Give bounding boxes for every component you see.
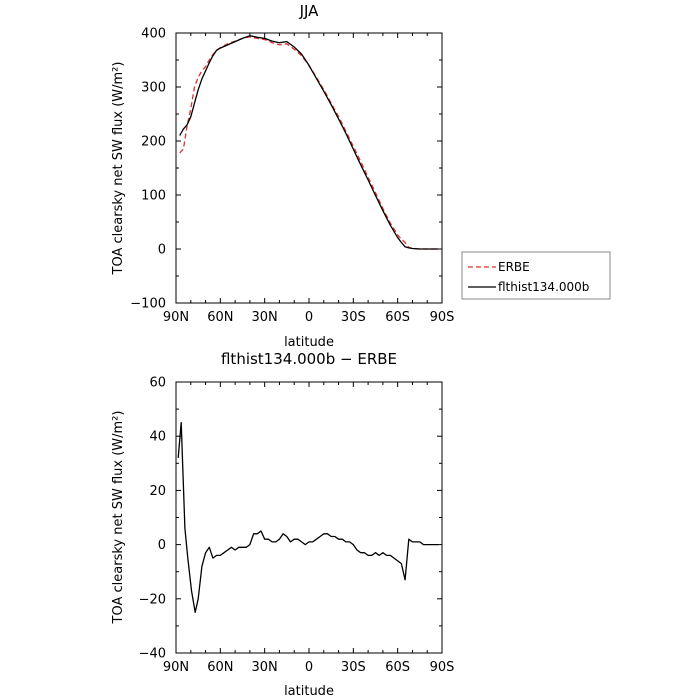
top-y-tick-label: 100 <box>141 189 166 204</box>
bottom-x-tick-label: 60N <box>207 660 233 675</box>
top-chart-x-tick-labels: 90N 60N 30N 0 30S 60S 90S <box>163 310 455 325</box>
top-y-tick-label: 400 <box>141 27 166 42</box>
bottom-chart-series <box>177 421 439 614</box>
top-x-tick-label: 30S <box>341 310 366 325</box>
top-x-tick-label: 60S <box>385 310 410 325</box>
bottom-chart-title: flthist134.000b − ERBE <box>221 350 397 368</box>
top-chart-ticks <box>175 32 443 304</box>
top-chart-frame <box>175 32 443 304</box>
bottom-chart-ticks <box>175 381 443 654</box>
top-x-tick-label: 30N <box>252 310 278 325</box>
bottom-y-tick-label: −20 <box>139 592 166 607</box>
bottom-x-tick-label: 30N <box>252 660 278 675</box>
top-y-tick-label: −100 <box>130 297 166 312</box>
top-y-tick-label: 0 <box>158 243 166 258</box>
top-chart-x-axis-label: latitude <box>284 335 334 350</box>
top-y-tick-label: 300 <box>141 81 166 96</box>
bottom-x-tick-label: 0 <box>305 660 313 675</box>
legend-box <box>461 251 611 300</box>
bottom-chart-frame <box>175 381 443 654</box>
top-series-line-0 <box>179 36 439 250</box>
bottom-y-tick-label: 60 <box>149 376 166 391</box>
bottom-chart-y-axis-label: TOA clearsky net SW flux (W/m²) <box>111 411 126 625</box>
bottom-y-tick-label: −40 <box>139 647 166 662</box>
bottom-y-tick-label: 20 <box>149 484 166 499</box>
top-x-tick-label: 60N <box>207 310 233 325</box>
bottom-chart-x-axis-label: latitude <box>284 684 334 699</box>
bottom-y-tick-label: 40 <box>149 430 166 445</box>
top-chart-series <box>179 35 439 250</box>
top-chart-title: JJA <box>299 2 320 20</box>
bottom-y-tick-label: 0 <box>158 538 166 553</box>
top-x-tick-label: 0 <box>305 310 313 325</box>
bottom-x-tick-label: 60S <box>385 660 410 675</box>
legend: ERBE flthist134.000b <box>461 251 611 300</box>
top-y-tick-label: 200 <box>141 135 166 150</box>
bottom-series-line-0 <box>177 421 439 614</box>
top-series-line-1 <box>179 35 439 250</box>
bottom-chart: flthist134.000b − ERBE 90N 60N 30N 0 30S 60S 9… <box>111 350 454 699</box>
top-x-tick-label: 90S <box>430 310 455 325</box>
top-chart-y-axis-label: TOA clearsky net SW flux (W/m²) <box>111 62 126 276</box>
bottom-chart-x-tick-labels: 90N 60N 30N 0 30S 60S 90S <box>163 660 455 675</box>
bottom-x-tick-label: 90N <box>163 660 189 675</box>
bottom-x-tick-label: 90S <box>430 660 455 675</box>
bottom-chart-y-tick-labels: −40 −20 0 20 40 60 <box>139 376 166 662</box>
legend-label-flthist: flthist134.000b <box>498 280 589 294</box>
bottom-x-tick-label: 30S <box>341 660 366 675</box>
top-chart: JJA 90N 60N 30N 0 30S 60S 90S −100 0 100 200 300 40… <box>111 2 454 350</box>
top-chart-y-tick-labels: −100 0 100 200 300 400 <box>130 27 166 312</box>
top-x-tick-label: 90N <box>163 310 189 325</box>
legend-label-erbe: ERBE <box>498 260 530 274</box>
